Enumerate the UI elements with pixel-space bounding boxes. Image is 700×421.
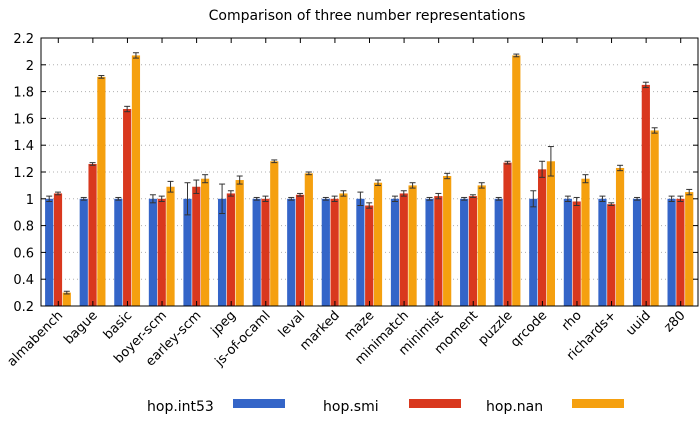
bar-hop-int53 (321, 198, 330, 306)
bar-hop-smi (434, 196, 443, 306)
bar-hop-nan (615, 167, 625, 306)
error-bars (46, 52, 693, 295)
bar-hop-nan (62, 292, 71, 306)
y-tick-label: 1.6 (13, 112, 34, 127)
x-tick-label: rho (559, 308, 585, 334)
bar-hop-smi (503, 162, 512, 306)
bar-hop-smi (365, 205, 374, 306)
bar-hop-nan (477, 185, 486, 306)
bar-hop-nan (581, 178, 590, 306)
y-tick-label: 2.2 (13, 32, 34, 47)
bar-hop-nan (373, 182, 383, 306)
y-tick-label: 0.6 (13, 246, 34, 261)
bar-hop-nan (546, 161, 555, 306)
bar-hop-smi (468, 196, 478, 306)
bar-hop-int53 (667, 198, 676, 306)
legend-label: hop.int53 (147, 399, 214, 415)
y-tick-label: 0.4 (13, 273, 34, 288)
y-tick-label: 1.4 (13, 139, 34, 154)
legend-label: hop.smi (323, 399, 379, 415)
bar-hop-smi (676, 198, 685, 306)
bar-hop-int53 (598, 198, 607, 306)
bar-hop-smi (295, 194, 305, 306)
legend-swatch (233, 399, 285, 408)
bar-hop-nan (166, 186, 175, 306)
bar-hop-int53 (252, 198, 261, 306)
bar-hop-nan (235, 180, 244, 306)
bar-hop-int53 (632, 198, 642, 306)
y-tick-label: 2 (26, 59, 34, 74)
y-axis: 0.2 0.4 0.6 0.8 1 1.2 1.4 1.6 1.8 2 2.2 (13, 32, 698, 315)
x-tick-label: jpeg (208, 308, 239, 339)
bar-hop-smi (572, 201, 581, 306)
bar-hop-nan (270, 161, 279, 306)
bar-hop-nan (443, 176, 452, 306)
y-tick-label: 1 (26, 193, 34, 208)
legend-swatch (409, 399, 461, 408)
bar-hop-int53 (356, 198, 365, 306)
bar-hop-smi (157, 198, 166, 306)
bar-hop-smi (123, 109, 132, 307)
bar-hop-int53 (460, 198, 469, 306)
x-tick-label: qrcode (508, 308, 550, 350)
bar-hop-int53 (183, 198, 192, 306)
bar-hop-nan (201, 178, 210, 306)
bar-hop-nan (685, 192, 694, 306)
bar-hop-smi (330, 198, 339, 306)
bar-hop-int53 (529, 198, 538, 306)
bar-hop-nan (304, 173, 313, 306)
bar-hop-int53 (287, 198, 296, 306)
y-tick-label: 0.8 (13, 220, 34, 235)
bar-hop-nan (512, 55, 521, 306)
y-tick-label: 0.2 (13, 300, 34, 315)
bar-hop-smi (261, 198, 270, 306)
bar-hop-int53 (45, 198, 54, 306)
bar-hop-nan (97, 76, 106, 306)
x-tick-label: bague (61, 308, 100, 347)
bar-hop-smi (192, 186, 201, 306)
bar-hop-smi (537, 169, 547, 306)
bar-hop-nan (339, 193, 348, 306)
bar-hop-int53 (114, 198, 123, 306)
bar-hop-smi (641, 84, 650, 307)
legend: hop.int53 hop.smi hop.nan (147, 399, 624, 415)
chart-title: Comparison of three number representatio… (209, 8, 526, 24)
bar-hop-int53 (217, 198, 227, 306)
bar-hop-smi (53, 193, 63, 306)
bar-hop-smi (607, 204, 616, 306)
bar-hop-nan (650, 130, 659, 306)
bar-hop-int53 (425, 198, 434, 306)
legend-swatch (572, 399, 624, 408)
y-tick-label: 1.2 (13, 166, 34, 181)
bar-hop-int53 (148, 198, 158, 306)
x-tick-label: almabench (5, 308, 67, 370)
bars (45, 55, 694, 307)
legend-label: hop.nan (486, 399, 543, 415)
x-tick-label: z80 (661, 308, 688, 335)
bar-hop-int53 (390, 198, 400, 306)
bar-hop-int53 (79, 198, 88, 306)
bar-hop-smi (399, 193, 408, 306)
bar-hop-int53 (494, 198, 503, 306)
bar-hop-nan (131, 55, 141, 306)
bar-hop-nan (408, 185, 417, 306)
y-tick-label: 1.8 (13, 86, 34, 101)
bar-hop-smi (88, 163, 97, 306)
bar-hop-int53 (563, 198, 572, 306)
bar-hop-smi (226, 193, 235, 306)
x-tick-label: uuid (623, 308, 654, 339)
